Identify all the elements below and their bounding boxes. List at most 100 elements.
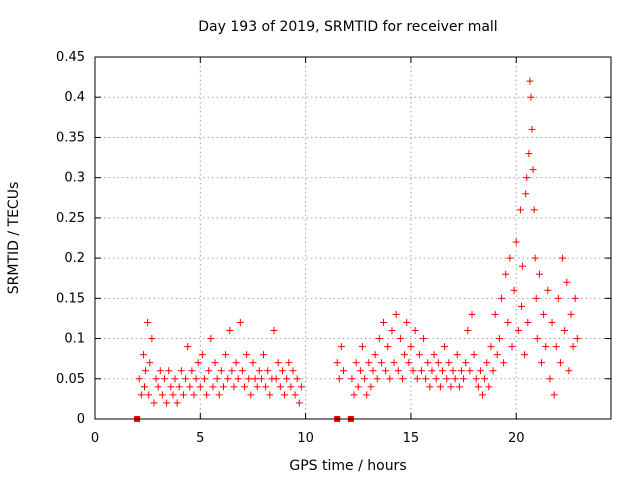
data-point — [443, 375, 451, 383]
data-point — [165, 367, 173, 375]
data-point — [504, 318, 512, 326]
data-point — [278, 367, 286, 375]
data-point — [512, 238, 520, 246]
data-point — [384, 343, 392, 351]
data-point — [177, 367, 185, 375]
data-point — [251, 375, 259, 383]
x-tick-label: 0 — [91, 431, 99, 446]
data-point — [394, 367, 402, 375]
data-point — [424, 359, 432, 367]
data-point — [215, 391, 223, 399]
data-point — [253, 383, 261, 391]
data-point — [241, 383, 249, 391]
data-point — [274, 359, 282, 367]
data-point — [495, 335, 503, 343]
x-tick-label: 15 — [403, 431, 420, 446]
data-point — [407, 343, 415, 351]
data-point — [219, 383, 227, 391]
data-point — [445, 359, 453, 367]
data-point — [457, 367, 465, 375]
data-point — [483, 359, 491, 367]
data-point — [544, 286, 552, 294]
data-point — [213, 375, 221, 383]
y-tick-label: 0 — [77, 412, 85, 427]
data-point — [243, 351, 251, 359]
data-point — [468, 310, 476, 318]
data-point — [502, 270, 510, 278]
y-tick-label: 0.15 — [56, 291, 85, 306]
data-point — [447, 383, 455, 391]
data-point — [337, 343, 345, 351]
data-point — [382, 367, 390, 375]
data-point — [201, 375, 209, 383]
x-axis-label: GPS time / hours — [289, 458, 406, 474]
data-point — [411, 327, 419, 335]
data-point — [184, 343, 192, 351]
data-point — [540, 310, 548, 318]
data-point — [523, 174, 531, 182]
data-point — [508, 343, 516, 351]
x-tick-label: 5 — [196, 431, 204, 446]
data-point — [466, 367, 474, 375]
data-point — [432, 375, 440, 383]
data-point — [409, 367, 417, 375]
data-point — [405, 359, 413, 367]
data-point — [441, 343, 449, 351]
data-point — [428, 367, 436, 375]
data-point — [211, 359, 219, 367]
data-point — [386, 375, 394, 383]
data-point — [335, 375, 343, 383]
data-point — [209, 383, 217, 391]
data-point — [521, 351, 529, 359]
data-point — [485, 383, 493, 391]
plot-frame — [94, 56, 612, 420]
data-point — [205, 367, 213, 375]
data-point — [388, 327, 396, 335]
data-point — [245, 375, 253, 383]
data-point — [532, 294, 540, 302]
data-point — [519, 262, 527, 270]
data-point — [476, 367, 484, 375]
data-point — [272, 375, 280, 383]
data-point — [569, 343, 577, 351]
data-point — [365, 359, 373, 367]
data-point — [142, 367, 150, 375]
data-point — [525, 150, 533, 158]
data-point — [255, 367, 263, 375]
chart-title: Day 193 of 2019, SRMTID for receiver mal… — [198, 19, 497, 35]
data-point — [403, 318, 411, 326]
data-point — [546, 375, 554, 383]
data-point — [401, 351, 409, 359]
y-axis-label: SRMTID / TECUs — [6, 182, 22, 295]
data-point — [514, 327, 522, 335]
data-point — [530, 206, 538, 214]
y-tick-label: 0.35 — [56, 130, 85, 145]
data-point — [500, 359, 508, 367]
data-point — [348, 375, 356, 383]
data-point — [550, 391, 558, 399]
data-point — [571, 294, 579, 302]
data-point — [276, 383, 284, 391]
data-point — [222, 351, 230, 359]
data-point — [156, 367, 164, 375]
y-tick-label: 0.45 — [56, 50, 85, 65]
data-point — [145, 391, 153, 399]
data-point — [167, 383, 175, 391]
data-point — [190, 391, 198, 399]
data-point — [198, 351, 206, 359]
data-point — [238, 367, 246, 375]
data-point — [140, 383, 148, 391]
grid-lines — [95, 57, 611, 419]
data-point — [565, 367, 573, 375]
data-point — [506, 254, 514, 262]
data-point — [487, 343, 495, 351]
data-point — [537, 359, 545, 367]
data-point — [236, 318, 244, 326]
data-point — [531, 254, 539, 262]
data-point — [249, 359, 257, 367]
data-point — [148, 335, 156, 343]
x-tick-label: 20 — [508, 431, 525, 446]
data-point — [563, 278, 571, 286]
data-point — [247, 391, 255, 399]
data-point — [392, 310, 400, 318]
